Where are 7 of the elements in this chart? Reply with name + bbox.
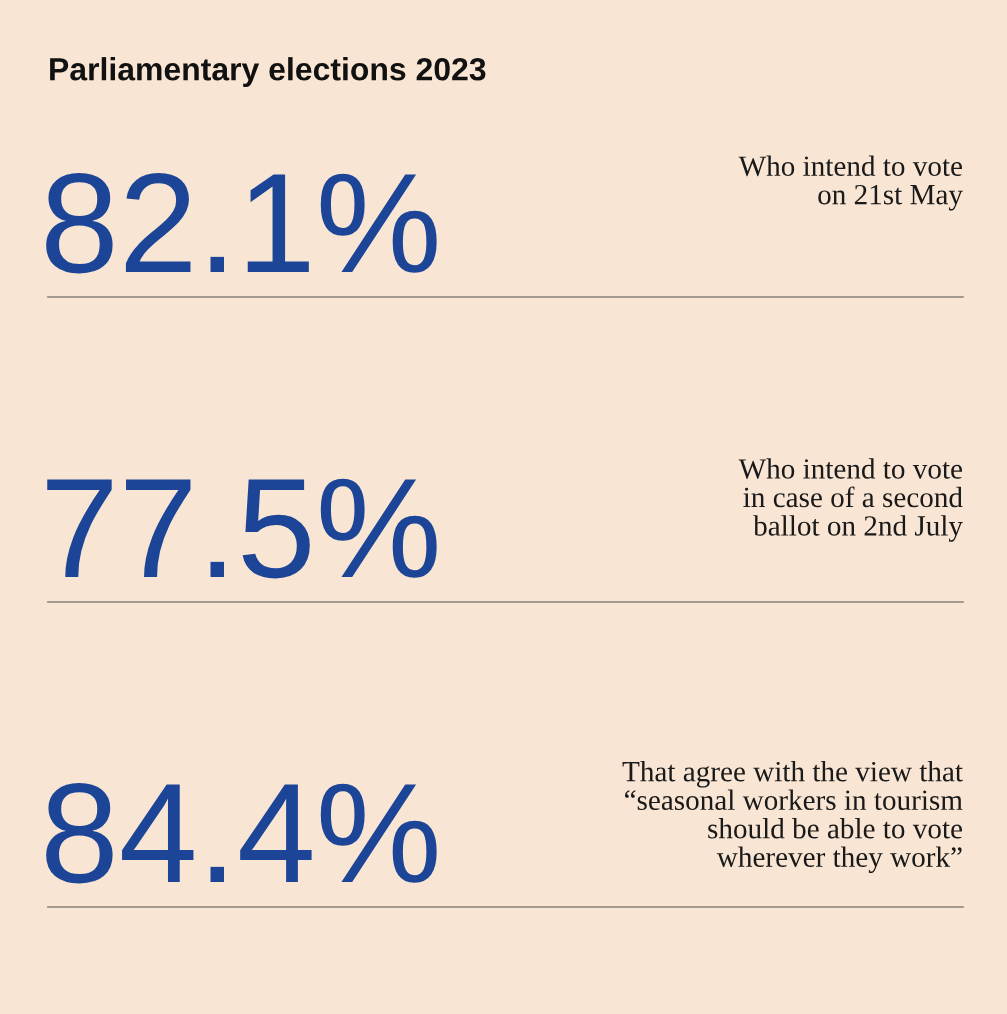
category-label: Who intend to vote on 21st May: [738, 155, 963, 211]
data-label: 77.5%: [47, 478, 437, 579]
data-label: 84.4%: [46, 783, 437, 884]
text: Parliamentary elections 2023: [50, 57, 486, 87]
data-label: 82.1%: [46, 173, 437, 274]
category-label: That agree with the view that “seasonal workers in tourism should be able to vote wherever they work”: [622, 760, 963, 874]
category-label: Who intend to vote in case of a second ballot on 2nd July: [738, 458, 963, 542]
